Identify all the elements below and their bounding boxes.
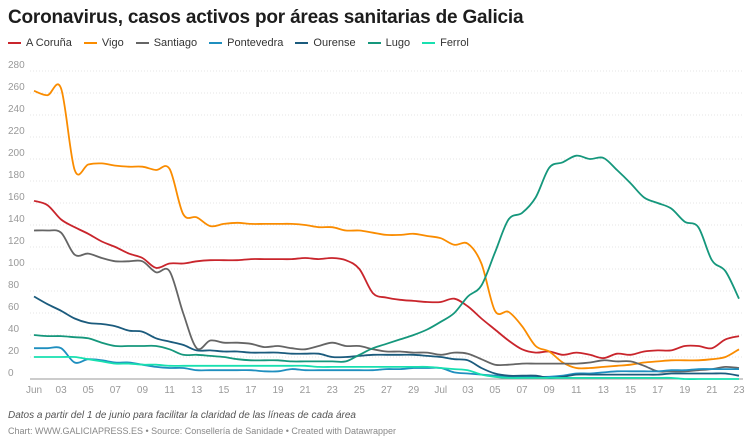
series-line-ourense <box>33 295 740 379</box>
x-tick-label: 29 <box>408 385 420 396</box>
series-line-santiago <box>33 229 740 373</box>
x-tick-label: 15 <box>218 385 230 396</box>
x-tick-label: 13 <box>598 385 610 396</box>
y-tick-label: 60 <box>8 302 20 313</box>
x-tick-label: 07 <box>517 385 529 396</box>
legend-item: Pontevedra <box>209 37 283 49</box>
series-line-pontevedra <box>34 346 739 378</box>
series-line-a-coru-a <box>33 199 740 360</box>
y-tick-label: 100 <box>8 258 25 269</box>
legend-label: A Coruña <box>26 37 72 49</box>
legend-swatch <box>422 42 436 44</box>
x-tick-label: 25 <box>354 385 366 396</box>
y-tick-label: 120 <box>8 236 25 247</box>
y-tick-label: 20 <box>8 346 20 357</box>
x-tick-label: Jul <box>434 385 447 396</box>
x-tick-label: 23 <box>327 385 339 396</box>
y-tick-label: 240 <box>8 104 25 115</box>
chart-note: Datos a partir del 1 de junio para facil… <box>8 410 356 421</box>
x-tick-label: 05 <box>489 385 501 396</box>
legend-label: Ferrol <box>440 37 469 49</box>
y-tick-label: 220 <box>8 126 25 137</box>
y-tick-label: 80 <box>8 280 20 291</box>
x-tick-label: Jun <box>26 385 42 396</box>
x-tick-label: 23 <box>733 385 745 396</box>
x-tick-label: 19 <box>272 385 284 396</box>
legend-swatch <box>209 42 223 44</box>
x-tick-label: 11 <box>164 385 175 396</box>
legend-label: Lugo <box>385 37 411 49</box>
legend-item: Ourense <box>295 37 356 49</box>
x-tick-label: 03 <box>56 385 68 396</box>
y-tick-label: 140 <box>8 214 25 225</box>
legend-label: Santiago <box>153 37 198 49</box>
x-tick-label: 19 <box>679 385 691 396</box>
legend-item: Lugo <box>367 37 411 49</box>
x-tick-label: 17 <box>245 385 257 396</box>
y-tick-label: 160 <box>8 192 25 203</box>
x-tick-label: 21 <box>706 385 718 396</box>
x-tick-label: 17 <box>652 385 664 396</box>
legend-item: Vigo <box>83 37 124 49</box>
x-tick-label: 09 <box>137 385 149 396</box>
x-tick-label: 21 <box>300 385 312 396</box>
legend-label: Ourense <box>313 37 356 49</box>
series-line-vigo <box>33 83 740 370</box>
y-tick-label: 200 <box>8 148 25 159</box>
legend-label: Vigo <box>101 37 124 49</box>
legend-swatch <box>295 42 309 44</box>
legend-swatch <box>135 42 149 44</box>
y-tick-label: 180 <box>8 170 25 181</box>
legend-label: Pontevedra <box>227 37 284 49</box>
legend-item: A Coruña <box>8 37 72 49</box>
y-tick-label: 260 <box>8 82 25 93</box>
x-tick-label: 27 <box>381 385 393 396</box>
legend-item: Santiago <box>135 37 198 49</box>
chart-title: Coronavirus, casos activos por áreas san… <box>8 7 524 28</box>
legend-swatch <box>83 42 97 44</box>
y-tick-label: 40 <box>8 324 20 335</box>
legend-swatch <box>367 42 381 44</box>
x-tick-label: 09 <box>544 385 556 396</box>
legend: A Coruña Vigo Santiago Pontevedra Ourense Lug… <box>8 37 469 49</box>
x-tick-label: 11 <box>571 385 582 396</box>
chart-credit: Chart: WWW.GALICIAPRESS.ES • Source: Con… <box>8 426 396 436</box>
y-tick-label: 0 <box>8 368 14 379</box>
x-tick-label: 03 <box>462 385 474 396</box>
x-tick-label: 13 <box>191 385 203 396</box>
series-line-ferrol <box>34 355 739 380</box>
legend-item: Ferrol <box>422 37 469 49</box>
x-tick-label: 15 <box>625 385 637 396</box>
x-tick-label: 05 <box>83 385 95 396</box>
x-tick-label: 07 <box>110 385 122 396</box>
legend-swatch <box>8 42 21 44</box>
y-tick-label: 280 <box>8 60 25 71</box>
series-line-lugo <box>33 154 740 363</box>
